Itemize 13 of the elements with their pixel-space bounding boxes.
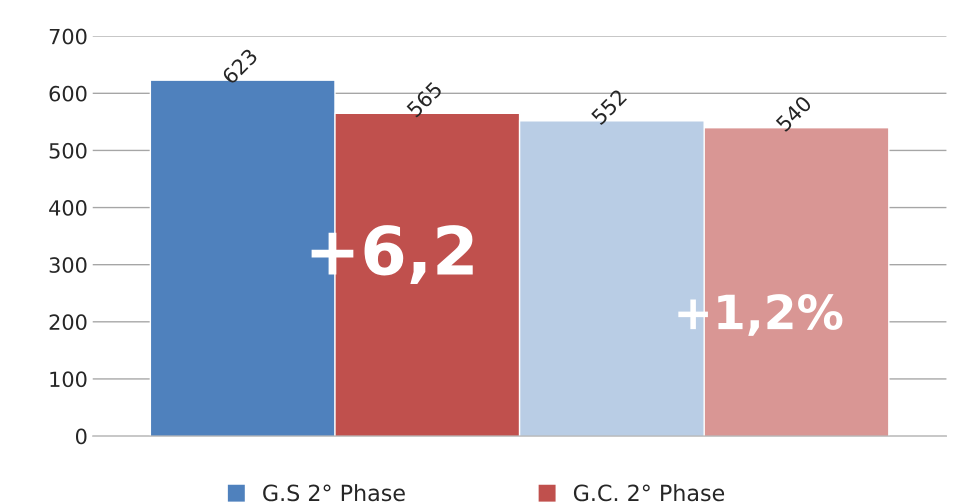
- y-tick-label: 300: [50, 257, 86, 273]
- legend-label: G.S 2° Phase: [263, 484, 405, 502]
- data-label: 623: [221, 48, 258, 85]
- y-tick-label: 0: [76, 428, 86, 444]
- legend-label: G.C. 2° Phase: [574, 484, 724, 502]
- data-label: 540: [775, 94, 812, 132]
- y-tick-label: 500: [50, 142, 86, 159]
- data-label: 552: [590, 88, 628, 126]
- y-tick-label: 200: [50, 314, 86, 330]
- y-tick-label: 400: [49, 200, 86, 216]
- y-tick-label: 600: [50, 86, 86, 102]
- y-tick-label: 100: [50, 371, 86, 388]
- y-tick-label: 700: [50, 28, 86, 44]
